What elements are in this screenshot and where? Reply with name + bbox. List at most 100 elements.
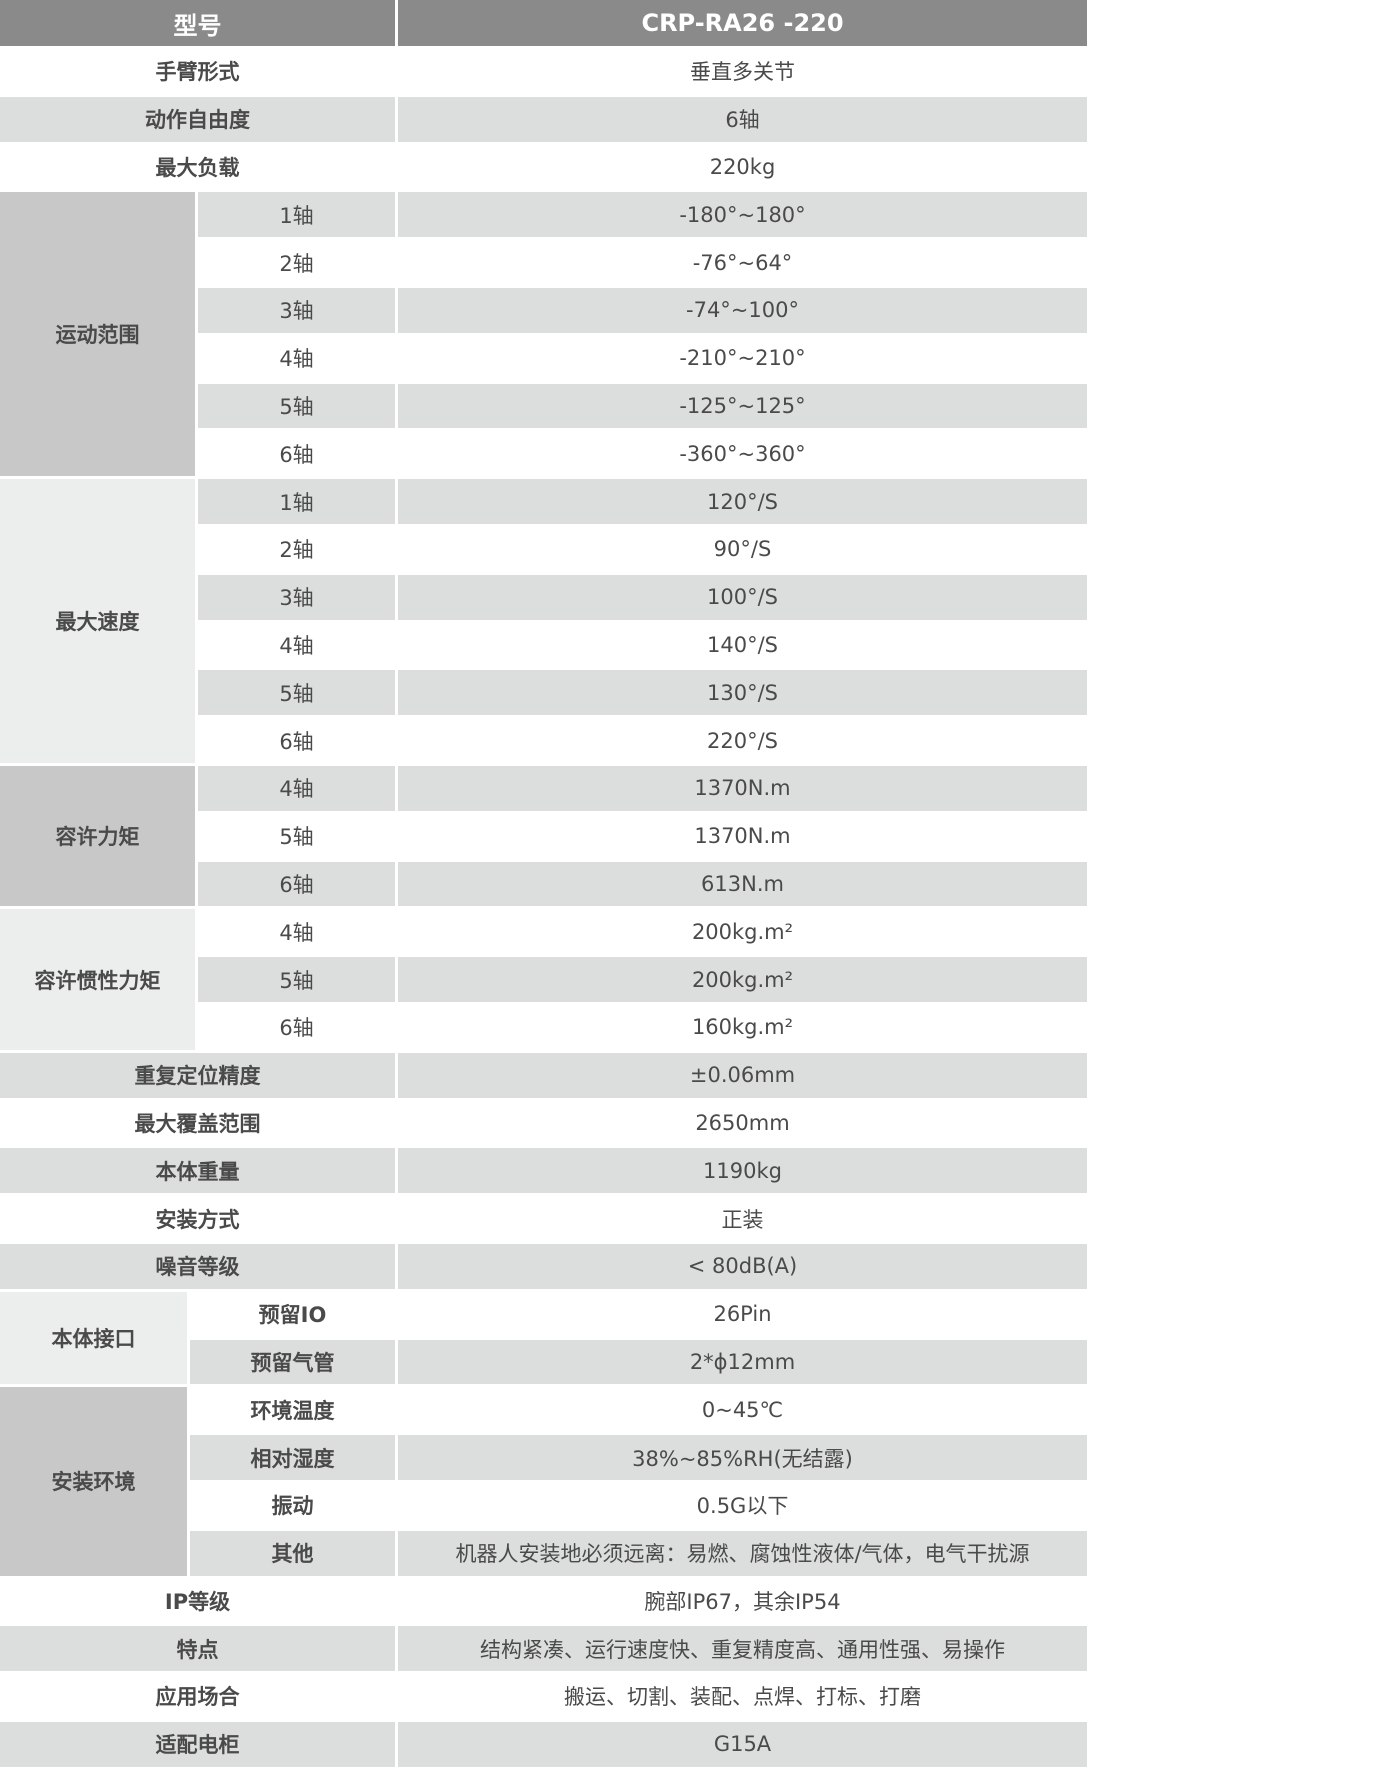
- spec-row: 本体接口 预留IO 26Pin: [0, 1291, 1090, 1388]
- spec-row: 运动范围 1轴 -180°~180°: [0, 192, 1090, 480]
- group-label: 最大速度: [0, 479, 198, 766]
- spec-value: 1190kg: [398, 1148, 1090, 1197]
- spec-value: 38%~85%RH(无结露): [398, 1435, 1090, 1483]
- spec-value: 0~45℃: [398, 1387, 1090, 1436]
- sub-label: 1轴: [198, 192, 398, 241]
- sub-label: 4轴: [198, 909, 398, 958]
- sub-label: 2轴: [198, 240, 398, 288]
- spec-row: 手臂形式 垂直多关节: [0, 49, 1090, 97]
- sub-label: 环境温度: [190, 1387, 398, 1436]
- spec-row: 3轴 -74°~100°: [0, 287, 1090, 336]
- spec-label: 动作自由度: [0, 96, 398, 145]
- group-label: 安装环境: [0, 1387, 190, 1579]
- spec-label: 手臂形式: [0, 49, 398, 97]
- spec-label: 应用场合: [0, 1674, 398, 1722]
- sub-label: 6轴: [198, 1004, 398, 1053]
- sub-label: 5轴: [198, 957, 398, 1005]
- sub-label: 振动: [190, 1482, 398, 1531]
- spec-row: 其他 机器人安装地必须远离：易燃、腐蚀性液体/气体，电气干扰源: [0, 1530, 1090, 1579]
- spec-row: 容许惯性力矩 4轴 200kg.m²: [0, 909, 1090, 1053]
- spec-value: 机器人安装地必须远离：易燃、腐蚀性液体/气体，电气干扰源: [398, 1530, 1090, 1579]
- spec-value: 正装: [398, 1196, 1090, 1244]
- spec-value: 220kg: [398, 144, 1090, 193]
- sub-label: 4轴: [198, 765, 398, 814]
- spec-value: 搬运、切割、装配、点焊、打标、打磨: [398, 1674, 1090, 1722]
- group-label: 容许惯性力矩: [0, 909, 198, 1053]
- spec-row: 6轴 160kg.m²: [0, 1004, 1090, 1053]
- group-label: 本体接口: [0, 1291, 190, 1388]
- spec-value: 200kg.m²: [398, 957, 1090, 1005]
- sub-label: 4轴: [198, 335, 398, 384]
- spec-table: 型号 CRP-RA26 -220 手臂形式 垂直多关节 动作自由度 6轴 最大负载 220…: [0, 0, 1090, 1770]
- spec-row: 2轴 -76°~64°: [0, 240, 1090, 288]
- spec-row: 4轴 140°/S: [0, 622, 1090, 671]
- sub-label: 预留气管: [190, 1339, 398, 1388]
- spec-row: 噪音等级 < 80dB(A): [0, 1243, 1090, 1292]
- sub-label: 5轴: [198, 383, 398, 432]
- spec-value: 200kg.m²: [398, 909, 1090, 958]
- spec-value: 140°/S: [398, 622, 1090, 671]
- spec-label: 特点: [0, 1626, 398, 1675]
- spec-row: 特点 结构紧凑、运行速度快、重复精度高、通用性强、易操作: [0, 1626, 1090, 1675]
- spec-value: 26Pin: [398, 1291, 1090, 1340]
- spec-value: 垂直多关节: [398, 49, 1090, 97]
- spec-label: IP等级: [0, 1578, 398, 1627]
- group-label: 运动范围: [0, 192, 198, 480]
- spec-row: IP等级 腕部IP67，其余IP54: [0, 1578, 1090, 1627]
- spec-label: 本体重量: [0, 1148, 398, 1197]
- spec-row: 6轴 -360°~360°: [0, 431, 1090, 480]
- spec-value: 120°/S: [398, 479, 1090, 527]
- spec-value: -76°~64°: [398, 240, 1090, 288]
- spec-value: 90°/S: [398, 526, 1090, 575]
- spec-row: 5轴 200kg.m²: [0, 957, 1090, 1005]
- spec-row: 6轴 220°/S: [0, 718, 1090, 766]
- spec-row: 最大速度 1轴 120°/S: [0, 479, 1090, 766]
- spec-row: 本体重量 1190kg: [0, 1148, 1090, 1197]
- spec-value: G15A: [398, 1721, 1090, 1770]
- spec-label: 最大覆盖范围: [0, 1100, 398, 1149]
- spec-value: 613N.m: [398, 861, 1090, 910]
- spec-row: 3轴 100°/S: [0, 574, 1090, 623]
- spec-value: 1370N.m: [398, 765, 1090, 814]
- spec-value: 2*ϕ12mm: [398, 1339, 1090, 1388]
- spec-row: 最大覆盖范围 2650mm: [0, 1100, 1090, 1149]
- spec-label: 适配电柜: [0, 1721, 398, 1770]
- spec-value: 2650mm: [398, 1100, 1090, 1149]
- spec-row: 5轴 -125°~125°: [0, 383, 1090, 432]
- spec-value: 腕部IP67，其余IP54: [398, 1578, 1090, 1627]
- spec-row: 最大负载 220kg: [0, 144, 1090, 193]
- spec-row: 4轴 -210°~210°: [0, 335, 1090, 384]
- spec-value: 1370N.m: [398, 813, 1090, 862]
- spec-value: 130°/S: [398, 670, 1090, 719]
- group-label: 容许力矩: [0, 765, 198, 910]
- model-name: CRP-RA26 -220: [398, 0, 1090, 49]
- sub-label: 预留IO: [190, 1291, 398, 1340]
- sub-label: 6轴: [198, 861, 398, 910]
- spec-value: -125°~125°: [398, 383, 1090, 432]
- spec-value: -74°~100°: [398, 287, 1090, 336]
- spec-row: 动作自由度 6轴: [0, 96, 1090, 145]
- spec-label: 噪音等级: [0, 1243, 398, 1292]
- spec-value: 220°/S: [398, 718, 1090, 766]
- spec-value: 100°/S: [398, 574, 1090, 623]
- sub-label: 相对湿度: [190, 1435, 398, 1483]
- sub-label: 6轴: [198, 431, 398, 480]
- spec-label: 最大负载: [0, 144, 398, 193]
- spec-label: 重复定位精度: [0, 1052, 398, 1101]
- header-label: 型号: [0, 0, 398, 49]
- sub-label: 2轴: [198, 526, 398, 575]
- spec-row: 相对湿度 38%~85%RH(无结露): [0, 1435, 1090, 1483]
- sub-label: 3轴: [198, 287, 398, 336]
- spec-row: 安装方式 正装: [0, 1196, 1090, 1244]
- spec-value: 结构紧凑、运行速度快、重复精度高、通用性强、易操作: [398, 1626, 1090, 1675]
- spec-row: 适配电柜 G15A: [0, 1721, 1090, 1770]
- sub-label: 4轴: [198, 622, 398, 671]
- sub-label: 6轴: [198, 718, 398, 766]
- spec-row: 重复定位精度 ±0.06mm: [0, 1052, 1090, 1101]
- sub-label: 其他: [190, 1530, 398, 1579]
- sub-label: 1轴: [198, 479, 398, 527]
- sub-label: 3轴: [198, 574, 398, 623]
- sub-label: 5轴: [198, 670, 398, 719]
- spec-value: 6轴: [398, 96, 1090, 145]
- spec-row: 预留气管 2*ϕ12mm: [0, 1339, 1090, 1388]
